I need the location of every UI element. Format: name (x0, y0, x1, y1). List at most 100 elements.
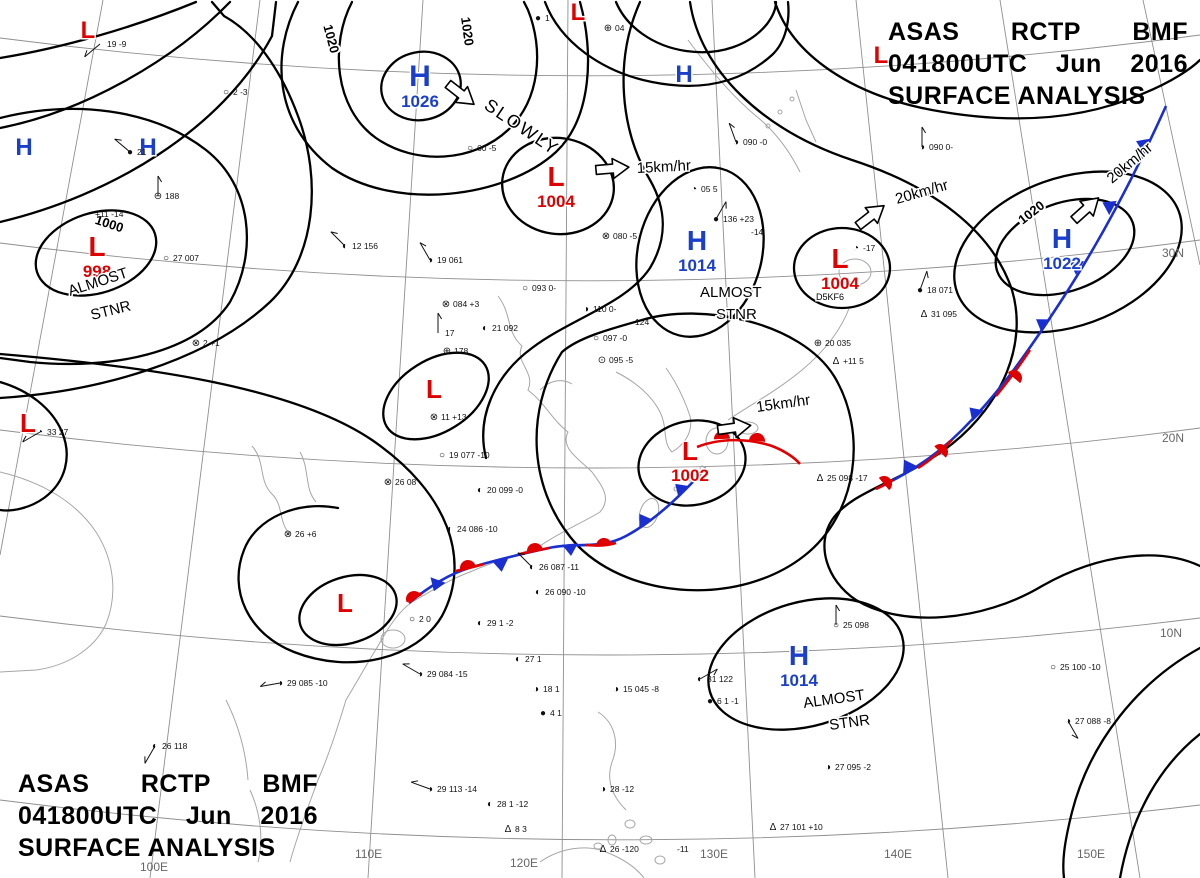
station-values: 27 088 -8 (1075, 716, 1111, 726)
station-values: +11 -14 (95, 209, 124, 219)
isobar (614, 0, 778, 54)
coastline-island (654, 855, 666, 865)
wind-barb (114, 138, 131, 153)
isobar (0, 0, 278, 224)
wind-barb (699, 668, 718, 680)
station-plot: ⊗ 080 -5 (602, 231, 638, 242)
station-values: 18 1 (543, 684, 560, 694)
warm-front-semicircle (749, 433, 765, 442)
latitude-label: 20N (1162, 431, 1184, 445)
station-plot: ◐ 24 086 -10 (447, 524, 498, 535)
station-values: 21 (137, 147, 147, 157)
movement-arrows (444, 79, 1100, 439)
movement-arrow-icon (594, 157, 630, 180)
station-values: 24 086 -10 (457, 524, 498, 534)
station-values: 084 +3 (453, 299, 480, 309)
coastline-ryukyu (699, 465, 705, 471)
warm-front-semicircle (934, 444, 948, 458)
station-values: 19 061 (437, 255, 463, 265)
station-plot: ○ 2 0 (409, 614, 431, 625)
parallel (0, 615, 1200, 656)
station-symbol: ◐ (482, 323, 488, 334)
station-plot: ● 4 1 (540, 708, 562, 719)
cold-front-triangle (903, 459, 917, 474)
coastline-island (639, 835, 653, 845)
cold-front-triangle (430, 577, 446, 592)
chart-id-line: ASAS RCTP BMF (18, 768, 318, 800)
station-plot: -11 (677, 844, 689, 854)
station-values: 110 0- (593, 304, 617, 314)
cold-front-teeth (903, 138, 1151, 474)
longitude-label: 150E (1077, 847, 1105, 861)
wind-barb-tick (259, 681, 266, 687)
pressure-center-h: H (15, 134, 32, 161)
station-symbol: ◐ (487, 799, 493, 810)
station-values: 26 08 (395, 477, 417, 487)
warm-front-cusps (878, 370, 1022, 491)
isobar (380, 50, 462, 122)
station-symbol: ◔ (691, 184, 697, 195)
station-plot: ◑ 19 061 (419, 242, 463, 266)
station-values: 4 1 (550, 708, 562, 718)
wind-barb-tick (419, 242, 427, 247)
station-symbol: ⊕ (814, 338, 822, 349)
station-plot: ◐ 29 1 -2 (477, 618, 514, 629)
station-symbol: Δ (505, 824, 512, 835)
pressure-center-l: L (81, 17, 96, 44)
wind-barb-tick (835, 604, 841, 612)
station-plot: ⊖ 188 (154, 175, 179, 202)
annotation-text: D5KF6 (816, 292, 844, 302)
station-symbol: ● (535, 13, 541, 24)
meridian (1142, 0, 1200, 266)
pressure-value-1004: 1004 (821, 274, 859, 293)
meridian (561, 0, 569, 878)
station-values: 178 (454, 346, 468, 356)
isobar (773, 0, 1200, 120)
annotation-text: STNR (89, 297, 133, 323)
station-values: 27 007 (173, 253, 199, 263)
station-plot: ● 21 (114, 138, 147, 158)
pressure-value-1026: 1026 (401, 92, 439, 111)
station-plot: ◐ 26 087 -11 (517, 552, 579, 573)
coastline-kuril (777, 109, 783, 115)
station-plot: ⊗ 2 +1 (192, 338, 220, 349)
station-values: 19 -9 (107, 39, 127, 49)
chart-time-word: 2016 (1130, 50, 1188, 78)
station-symbol: ○ (593, 333, 599, 344)
station-values: 20 099 -0 (487, 485, 523, 495)
station-symbol: ◐ (477, 485, 483, 496)
coastline-indochina (225, 699, 249, 781)
station-plot: ● 18 071 (917, 271, 953, 296)
station-values: 19 077 -10 (449, 450, 490, 460)
isobar (482, 0, 664, 460)
station-plot: ◐ 26 090 -10 (535, 587, 586, 598)
station-symbol: ◐ (477, 618, 483, 629)
station-values: 29 1 -2 (487, 618, 514, 628)
station-values: +11 5 (843, 356, 864, 366)
station-values: 05 5 (701, 184, 718, 194)
stationary-front-cusps (406, 538, 612, 603)
station-symbol: ○ (833, 620, 839, 631)
station-values: 25 100 -10 (1060, 662, 1101, 672)
station-plot: ● 136 +23 (713, 201, 754, 225)
chart-time-word: Jun (185, 802, 232, 830)
station-plot: ◐ 12 156 (330, 231, 378, 252)
coastline-ne-asia (687, 39, 801, 173)
isobar (994, 197, 1136, 297)
stationary-front-line (408, 467, 707, 605)
station-plot: ○ 25 098 (833, 604, 869, 631)
warm-front-semicircle (406, 591, 422, 603)
station-plot: ● 1 (535, 13, 550, 24)
wind-barb-tick (330, 231, 338, 235)
cold-front-triangle (1102, 200, 1117, 216)
station-plot: ⊙ 095 -5 (598, 355, 634, 366)
station-symbol: ◑ (583, 304, 589, 315)
station-plot: ◐ 20 099 -0 (477, 485, 523, 496)
station-symbol: ◑ (613, 684, 619, 695)
wind-barb-tick (411, 780, 419, 783)
coastline-hainan (380, 629, 406, 649)
wind-barb (22, 431, 41, 443)
station-values: 26 087 -11 (539, 562, 579, 572)
coastline-bohai (539, 380, 573, 391)
station-symbol: ◑ (417, 669, 423, 680)
